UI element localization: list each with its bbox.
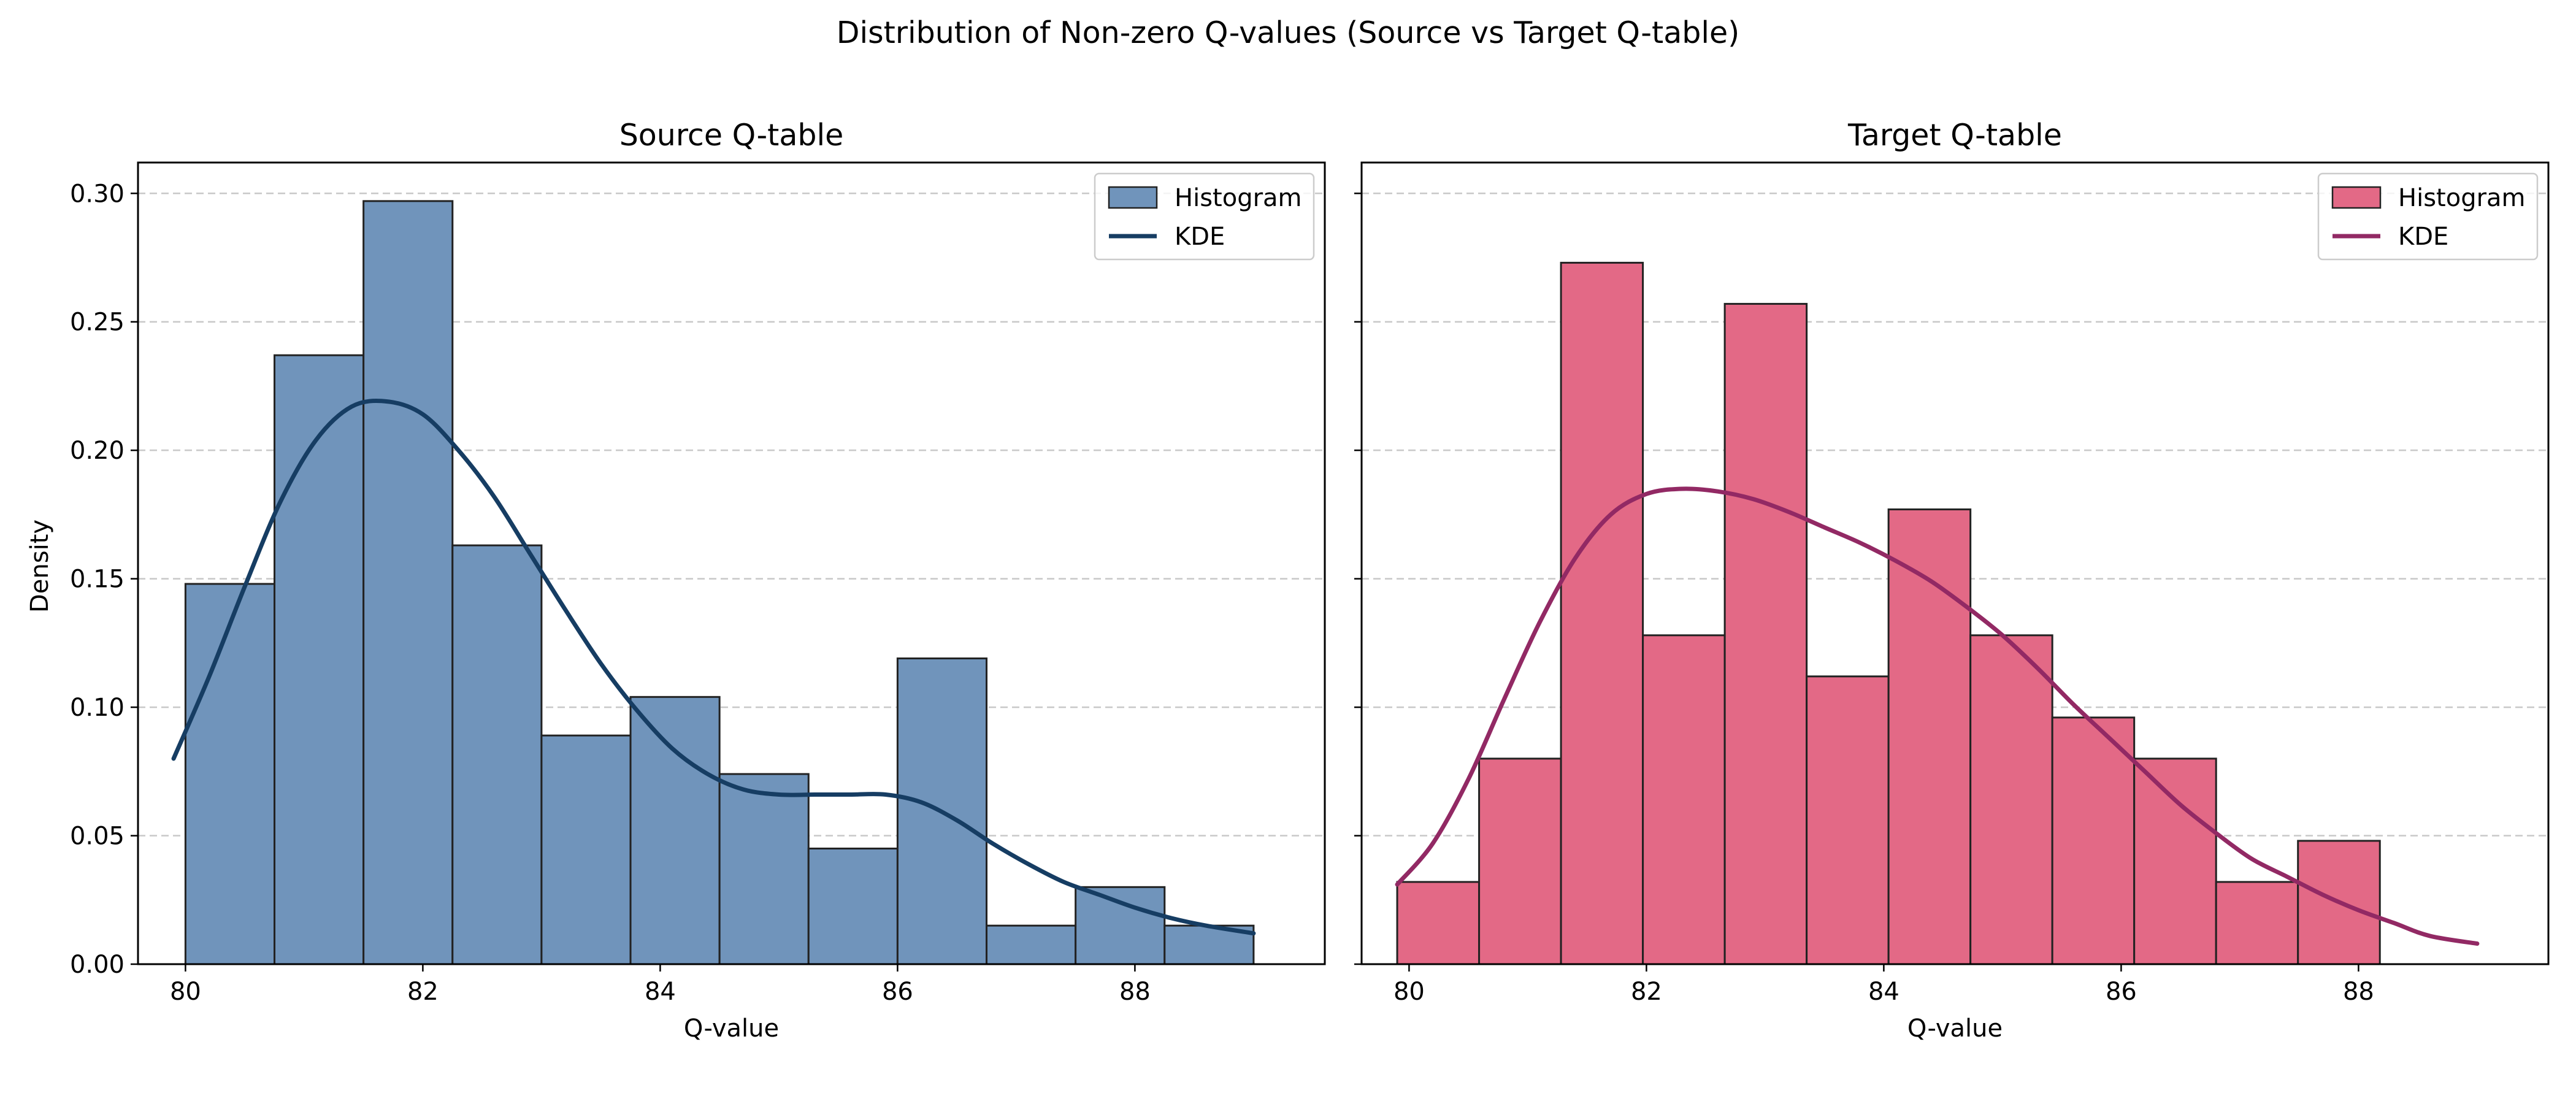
source-y-tick-label-3: 0.15 bbox=[70, 565, 125, 594]
source-histogram-bar-9 bbox=[986, 924, 1077, 965]
source-x-tick-label-80: 80 bbox=[170, 978, 201, 1006]
target-histogram-bar-4 bbox=[1723, 302, 1808, 965]
source-x-tick-label-82: 82 bbox=[407, 978, 439, 1006]
source-histogram-bar-6 bbox=[718, 773, 810, 965]
source-qtable-panel: 80 82 84 86 88 0.00 0.05 0.10 0.15 0.20 0.25 0.30 S… bbox=[70, 118, 1326, 1043]
figure-ylabel: Density bbox=[26, 519, 54, 613]
source-y-tick-label-1: 0.05 bbox=[70, 822, 125, 851]
source-histogram-bar-2 bbox=[362, 200, 454, 965]
target-x-tick-label-86: 86 bbox=[2106, 978, 2137, 1006]
target-legend-kde-label: KDE bbox=[2398, 223, 2448, 251]
source-y-tick-label-5: 0.25 bbox=[70, 309, 125, 337]
source-legend-kde-label: KDE bbox=[1175, 223, 1225, 251]
source-histogram-bar-5 bbox=[629, 696, 721, 965]
source-x-tick-label-88: 88 bbox=[1119, 978, 1151, 1006]
source-x-tick-label-84: 84 bbox=[645, 978, 676, 1006]
source-y-tick-label-2: 0.10 bbox=[70, 694, 125, 722]
source-legend: Histogram KDE bbox=[1094, 172, 1315, 261]
target-histogram-bar-3 bbox=[1642, 634, 1726, 965]
target-histogram-bar-1 bbox=[1478, 757, 1562, 965]
target-x-tick-label-88: 88 bbox=[2343, 978, 2374, 1006]
target-x-tick-label-82: 82 bbox=[1631, 978, 1662, 1006]
source-legend-histogram-label: Histogram bbox=[1175, 184, 1302, 212]
source-histogram-bar-4 bbox=[540, 734, 632, 965]
source-histogram-bar-3 bbox=[451, 544, 543, 965]
source-axes-frame bbox=[137, 161, 1326, 965]
target-histogram-bars bbox=[1396, 261, 2381, 965]
target-panel-title: Target Q-table bbox=[1847, 118, 2062, 153]
target-x-tick-label-80: 80 bbox=[1393, 978, 1425, 1006]
source-histogram-bar-1 bbox=[274, 354, 365, 965]
target-x-axis-label: Q-value bbox=[1907, 1014, 2003, 1043]
target-x-tick-label-84: 84 bbox=[1868, 978, 1899, 1006]
target-histogram-bar-5 bbox=[1806, 675, 1890, 965]
source-histogram-bars bbox=[184, 200, 1255, 965]
target-histogram-bar-0 bbox=[1396, 881, 1481, 965]
target-histogram-bar-8 bbox=[2051, 716, 2136, 965]
target-kde-line bbox=[1395, 486, 2480, 946]
target-qtable-panel: 80 82 84 86 88 Target Q-table Q-value Histog… bbox=[1354, 118, 2550, 1043]
source-legend-histogram-swatch bbox=[1108, 186, 1158, 209]
target-histogram-bar-7 bbox=[1969, 634, 2053, 965]
target-axes-frame bbox=[1360, 161, 2550, 965]
target-legend: Histogram KDE bbox=[2317, 172, 2539, 261]
source-x-tick-label-86: 86 bbox=[882, 978, 913, 1006]
source-y-tick-label-0: 0.00 bbox=[70, 951, 125, 979]
target-histogram-bar-9 bbox=[2133, 757, 2217, 965]
source-panel-title: Source Q-table bbox=[619, 118, 844, 153]
source-histogram-bar-10 bbox=[1075, 886, 1166, 965]
target-legend-histogram-swatch bbox=[2331, 186, 2382, 209]
target-legend-histogram-label: Histogram bbox=[2398, 184, 2526, 212]
figure-title: Distribution of Non-zero Q-values (Sourc… bbox=[837, 15, 1739, 50]
source-histogram-bar-7 bbox=[807, 847, 899, 965]
target-histogram-bar-6 bbox=[1887, 508, 1972, 965]
source-x-axis-label: Q-value bbox=[684, 1014, 779, 1043]
target-histogram-bar-10 bbox=[2215, 881, 2299, 965]
source-histogram-bar-0 bbox=[184, 583, 276, 965]
source-y-tick-label-4: 0.20 bbox=[70, 437, 125, 465]
target-histogram-bar-2 bbox=[1560, 261, 1644, 965]
source-kde-line bbox=[171, 399, 1256, 936]
source-y-tick-label-6: 0.30 bbox=[70, 180, 125, 208]
